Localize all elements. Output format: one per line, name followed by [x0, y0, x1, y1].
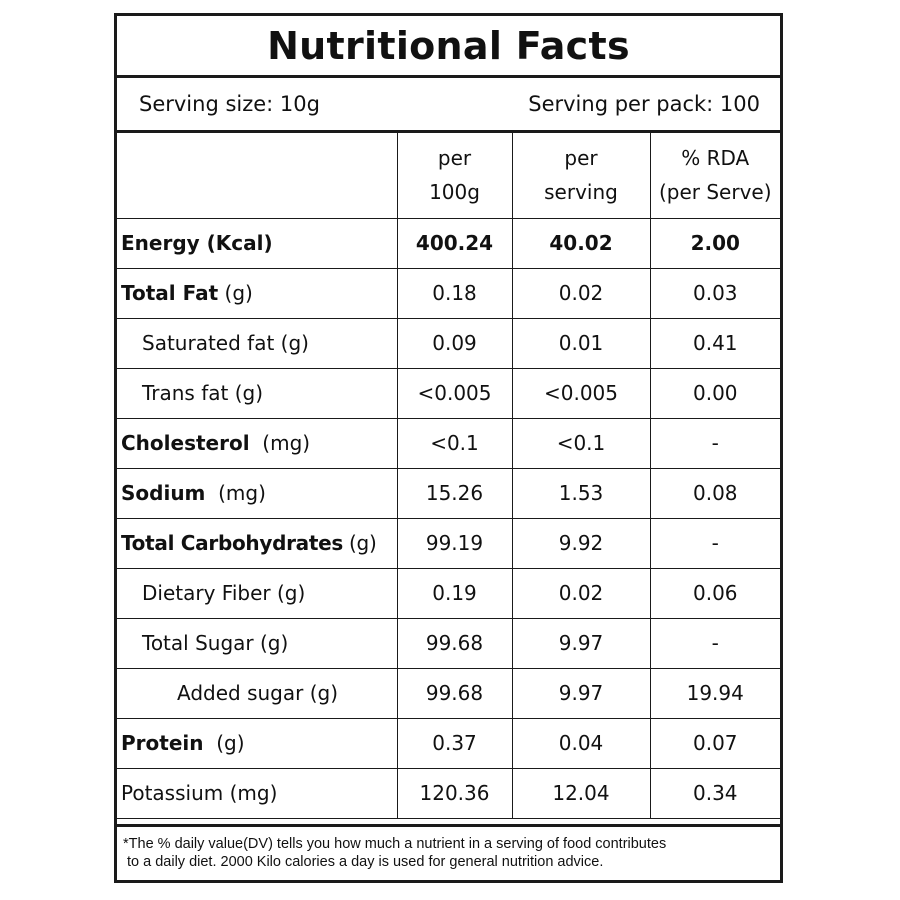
value-rda: 0.03	[649, 267, 780, 319]
value-rda: 0.07	[649, 717, 780, 769]
value-per-serving: 0.02	[511, 567, 651, 619]
nutrient-unit: (mg)	[249, 431, 311, 455]
nutrient-name: Energy (Kcal)	[117, 218, 398, 269]
value-rda: 0.34	[649, 767, 780, 819]
value-rda: 19.94	[649, 667, 780, 719]
value-rda: 0.41	[649, 317, 780, 369]
value-rda: 0.06	[649, 567, 780, 619]
value-per-100g: <0.1	[396, 417, 513, 469]
header-per-serving: per serving	[511, 133, 651, 219]
row-total-carbohydrates: Total Carbohydrates (g) 99.19 9.92 -	[117, 517, 780, 569]
value-per-100g: 0.09	[396, 317, 513, 369]
footnote-line-1: *The % daily value(DV) tells you how muc…	[123, 836, 667, 852]
nutrient-label: Sodium (mg)	[117, 467, 398, 519]
nutrient-name: Dietary Fiber (g)	[117, 567, 398, 619]
serving-size: Serving size: 10g	[139, 92, 320, 116]
serving-info: Serving size: 10g Serving per pack: 100	[117, 78, 780, 133]
nutrient-label: Total Carbohydrates (g)	[117, 517, 398, 569]
value-rda: -	[649, 617, 780, 669]
nutrient-unit: (g)	[203, 731, 245, 755]
nutrient-name: Total Sugar (g)	[117, 617, 398, 669]
row-protein: Protein (g) 0.37 0.04 0.07	[117, 717, 780, 769]
value-per-100g: 400.24	[396, 218, 513, 269]
row-added-sugar: Added sugar (g) 99.68 9.97 19.94	[117, 667, 780, 719]
value-per-serving: 1.53	[511, 467, 651, 519]
nutrient-name: Saturated fat (g)	[117, 317, 398, 369]
value-per-serving: 0.01	[511, 317, 651, 369]
label-title: Nutritional Facts	[117, 16, 780, 78]
value-per-serving: 12.04	[511, 767, 651, 819]
header-per-100g: per 100g	[396, 133, 513, 219]
header-nutrient	[117, 133, 398, 219]
footnote-line-2: to a daily diet. 2000 Kilo calories a da…	[127, 854, 604, 870]
nutrient-label: Protein (g)	[117, 717, 398, 769]
row-cholesterol: Cholesterol (mg) <0.1 <0.1 -	[117, 417, 780, 469]
value-per-serving: <0.1	[511, 417, 651, 469]
value-per-100g: 0.37	[396, 717, 513, 769]
value-per-100g: <0.005	[396, 367, 513, 419]
row-total-sugar: Total Sugar (g) 99.68 9.97 -	[117, 617, 780, 669]
value-per-serving: 9.97	[511, 617, 651, 669]
nutrient-name: Added sugar (g)	[117, 667, 398, 719]
nutrient-name: Total Carbohydrates	[121, 531, 343, 555]
value-per-100g: 120.36	[396, 767, 513, 819]
value-per-100g: 0.18	[396, 267, 513, 319]
value-rda: -	[649, 517, 780, 569]
row-dietary-fiber: Dietary Fiber (g) 0.19 0.02 0.06	[117, 567, 780, 619]
value-per-serving: 40.02	[511, 218, 651, 269]
header-rda: % RDA (per Serve)	[649, 133, 780, 219]
nutrient-name: Protein	[121, 731, 204, 755]
nutrition-table: per 100g per serving % RDA (per Serve) E…	[117, 133, 780, 819]
row-total-fat: Total Fat (g) 0.18 0.02 0.03	[117, 267, 780, 319]
nutrient-name: Cholesterol	[121, 431, 250, 455]
nutrient-name: Potassium (mg)	[117, 767, 398, 819]
value-per-serving: <0.005	[511, 367, 651, 419]
value-per-100g: 99.68	[396, 617, 513, 669]
value-per-serving: 9.92	[511, 517, 651, 569]
value-rda: 0.00	[649, 367, 780, 419]
value-per-serving: 9.97	[511, 667, 651, 719]
value-rda: -	[649, 417, 780, 469]
value-rda: 2.00	[649, 218, 780, 269]
value-per-serving: 0.04	[511, 717, 651, 769]
nutrient-unit: (g)	[342, 531, 377, 555]
nutrient-name: Total Fat	[121, 281, 219, 305]
value-per-100g: 0.19	[396, 567, 513, 619]
row-potassium: Potassium (mg) 120.36 12.04 0.34	[117, 767, 780, 819]
value-per-100g: 15.26	[396, 467, 513, 519]
value-rda: 0.08	[649, 467, 780, 519]
row-energy: Energy (Kcal) 400.24 40.02 2.00	[117, 218, 780, 269]
nutrient-unit: (g)	[218, 281, 253, 305]
nutrient-name: Trans fat (g)	[117, 367, 398, 419]
nutrient-label: Cholesterol (mg)	[117, 417, 398, 469]
nutrient-name: Sodium	[121, 481, 206, 505]
value-per-serving: 0.02	[511, 267, 651, 319]
row-saturated-fat: Saturated fat (g) 0.09 0.01 0.41	[117, 317, 780, 369]
nutrition-facts-panel: Nutritional Facts Serving size: 10g Serv…	[114, 13, 783, 883]
table-header-row: per 100g per serving % RDA (per Serve)	[117, 133, 780, 219]
nutrient-label: Total Fat (g)	[117, 267, 398, 319]
servings-per-pack: Serving per pack: 100	[528, 92, 760, 116]
row-sodium: Sodium (mg) 15.26 1.53 0.08	[117, 467, 780, 519]
value-per-100g: 99.68	[396, 667, 513, 719]
row-trans-fat: Trans fat (g) <0.005 <0.005 0.00	[117, 367, 780, 419]
footnote: *The % daily value(DV) tells you how muc…	[117, 824, 780, 880]
nutrient-unit: (mg)	[205, 481, 266, 505]
value-per-100g: 99.19	[396, 517, 513, 569]
